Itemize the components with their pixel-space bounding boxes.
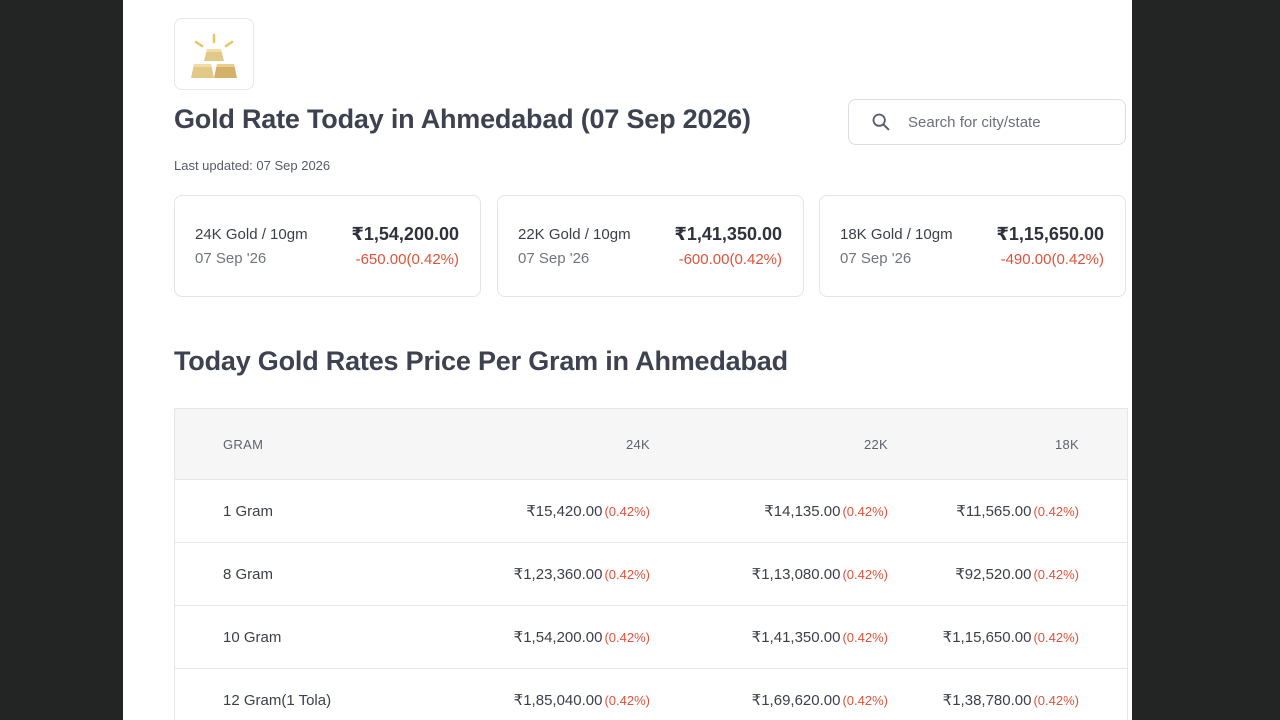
card-date: 07 Sep '26 [840, 250, 912, 267]
rate-cell-22k: ₹14,135.00 (0.42%) [764, 480, 888, 542]
percent-change: (0.42%) [842, 629, 888, 645]
table-row: 12 Gram(1 Tola) ₹1,85,040.00 (0.42%) ₹1,6… [175, 669, 1127, 720]
price: ₹14,135.00 [764, 503, 841, 520]
rate-cell-24k: ₹15,420.00 (0.42%) [526, 480, 650, 542]
card-date: 07 Sep '26 [518, 250, 590, 267]
percent-change: (0.42%) [842, 692, 888, 708]
price: ₹1,69,620.00 [751, 692, 841, 709]
percent-change: (0.42%) [1033, 629, 1079, 645]
card-label: 24K Gold / 10gm [195, 226, 308, 243]
card-date: 07 Sep '26 [195, 250, 267, 267]
card-change: -600.00(0.42%) [678, 251, 782, 268]
page-title: Gold Rate Today in Ahmedabad (07 Sep 202… [174, 104, 751, 134]
percent-change: (0.42%) [1033, 566, 1079, 582]
rate-card-22k[interactable]: 22K Gold / 10gm 07 Sep '26 ₹1,41,350.00 … [497, 195, 804, 297]
rate-cell-22k: ₹1,13,080.00 (0.42%) [752, 543, 888, 605]
rate-cell-18k: ₹1,38,780.00 (0.42%) [943, 669, 1079, 720]
price: ₹1,38,780.00 [942, 692, 1032, 709]
column-header-18k: 18K [1054, 436, 1079, 452]
rate-cell-24k: ₹1,23,360.00 (0.42%) [514, 543, 650, 605]
column-header-gram: GRAM [223, 436, 264, 452]
percent-change: (0.42%) [604, 566, 650, 582]
price: ₹1,54,200.00 [513, 629, 603, 646]
last-updated: Last updated: 07 Sep 2026 [174, 158, 331, 173]
search-box[interactable] [848, 99, 1126, 145]
card-price: ₹1,54,200.00 [351, 224, 459, 244]
table-header: GRAM 24K 22K 18K [175, 409, 1127, 480]
price: ₹1,85,040.00 [513, 692, 603, 709]
gram-cell: 10 Gram [223, 628, 282, 646]
card-change: -490.00(0.42%) [1000, 251, 1104, 268]
percent-change: (0.42%) [604, 503, 650, 519]
section-title: Today Gold Rates Price Per Gram in Ahmed… [174, 346, 788, 376]
column-header-24k: 24K [625, 436, 650, 452]
gram-cell: 12 Gram(1 Tola) [223, 691, 332, 709]
page: Gold Rate Today in Ahmedabad (07 Sep 202… [123, 0, 1132, 720]
gold-rate-table: GRAM 24K 22K 18K 1 Gram ₹15,420.00 (0.42%… [174, 408, 1128, 720]
table-row: 8 Gram ₹1,23,360.00 (0.42%) ₹1,13,080.00(… [175, 543, 1127, 606]
percent-change: (0.42%) [1033, 692, 1079, 708]
rate-card-18k[interactable]: 18K Gold / 10gm 07 Sep '26 ₹1,15,650.00 … [819, 195, 1126, 297]
percent-change: (0.42%) [604, 629, 650, 645]
card-label: 18K Gold / 10gm [840, 226, 953, 243]
rate-cell-24k: ₹1,54,200.00 (0.42%) [514, 606, 650, 668]
logo[interactable] [174, 18, 254, 90]
card-change: -650.00(0.42%) [355, 251, 459, 268]
table-row: 1 Gram ₹15,420.00 (0.42%) ₹14,135.00 (0.42… [175, 480, 1127, 543]
search-icon [872, 113, 890, 131]
percent-change: (0.42%) [842, 503, 888, 519]
search-input[interactable] [906, 112, 1110, 132]
card-price: ₹1,41,350.00 [674, 224, 782, 244]
rate-cell-18k: ₹1,15,650.00 (0.42%) [943, 606, 1079, 668]
rate-cell-22k: ₹1,41,350.00 (0.42%) [752, 606, 888, 668]
price: ₹15,420.00 [526, 503, 603, 520]
rate-cell-18k: ₹11,565.00 (0.42%) [956, 480, 1079, 542]
gram-cell: 1 Gram [223, 502, 274, 520]
percent-change: (0.42%) [604, 692, 650, 708]
gram-cell: 8 Gram [223, 565, 274, 583]
gold-bars-icon [191, 33, 237, 78]
card-label: 22K Gold / 10gm [518, 226, 631, 243]
rate-cell-22k: ₹1,69,620.00 (0.42%) [752, 669, 888, 720]
price: ₹92,520.00 [955, 566, 1032, 583]
rate-cell-18k: ₹92,520.00 (0.42%) [955, 543, 1079, 605]
price: ₹11,565.00 [956, 503, 1032, 520]
table-row: 10 Gram ₹1,54,200.00 (0.42%) ₹1,41,350.00… [175, 606, 1127, 669]
column-header-22k: 22K [863, 436, 888, 452]
rate-cell-24k: ₹1,85,040.00 (0.42%) [514, 669, 650, 720]
price: ₹1,41,350.00 [751, 629, 841, 646]
percent-change: (0.42%) [842, 566, 888, 582]
rate-card-24k[interactable]: 24K Gold / 10gm 07 Sep '26 ₹1,54,200.00 … [174, 195, 481, 297]
percent-change: (0.42%) [1033, 503, 1079, 519]
price: ₹1,13,080.00 [751, 566, 841, 583]
price: ₹1,23,360.00 [513, 566, 603, 583]
price: ₹1,15,650.00 [942, 629, 1032, 646]
card-price: ₹1,15,650.00 [996, 224, 1104, 244]
